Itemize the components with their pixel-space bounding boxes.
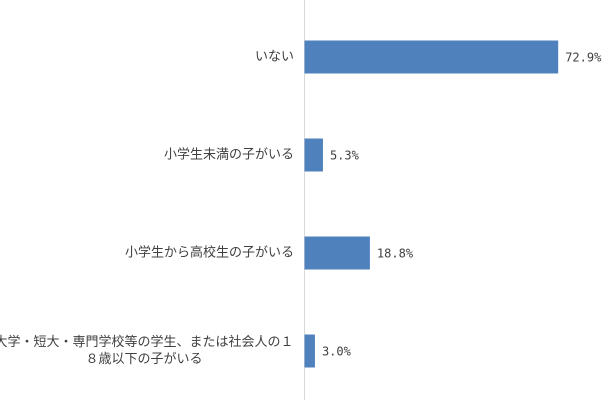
- bar: [304, 334, 315, 368]
- value-label: 3.0%: [322, 345, 352, 359]
- value-label: 18.8%: [377, 247, 414, 261]
- category-label: 小学生から高校生の子がいる: [0, 245, 294, 262]
- category-text: 小学生から高校生の子がいる: [124, 245, 294, 261]
- category-label: いない: [0, 49, 294, 66]
- bar: [304, 138, 323, 172]
- value-label: 72.9%: [565, 51, 602, 65]
- category-text: 大学・短大・専門学校等の学生、または社会人の１８歳以下の子がいる: [0, 335, 294, 367]
- category-text: 小学生未満の子がいる: [163, 147, 294, 163]
- category-label: 小学生未満の子がいる: [0, 147, 294, 164]
- bar: [304, 40, 559, 74]
- category-label: 大学・短大・専門学校等の学生、または社会人の１８歳以下の子がいる: [0, 334, 294, 368]
- value-label: 5.3%: [330, 149, 360, 163]
- category-text: いない: [254, 49, 294, 65]
- bar: [304, 236, 370, 270]
